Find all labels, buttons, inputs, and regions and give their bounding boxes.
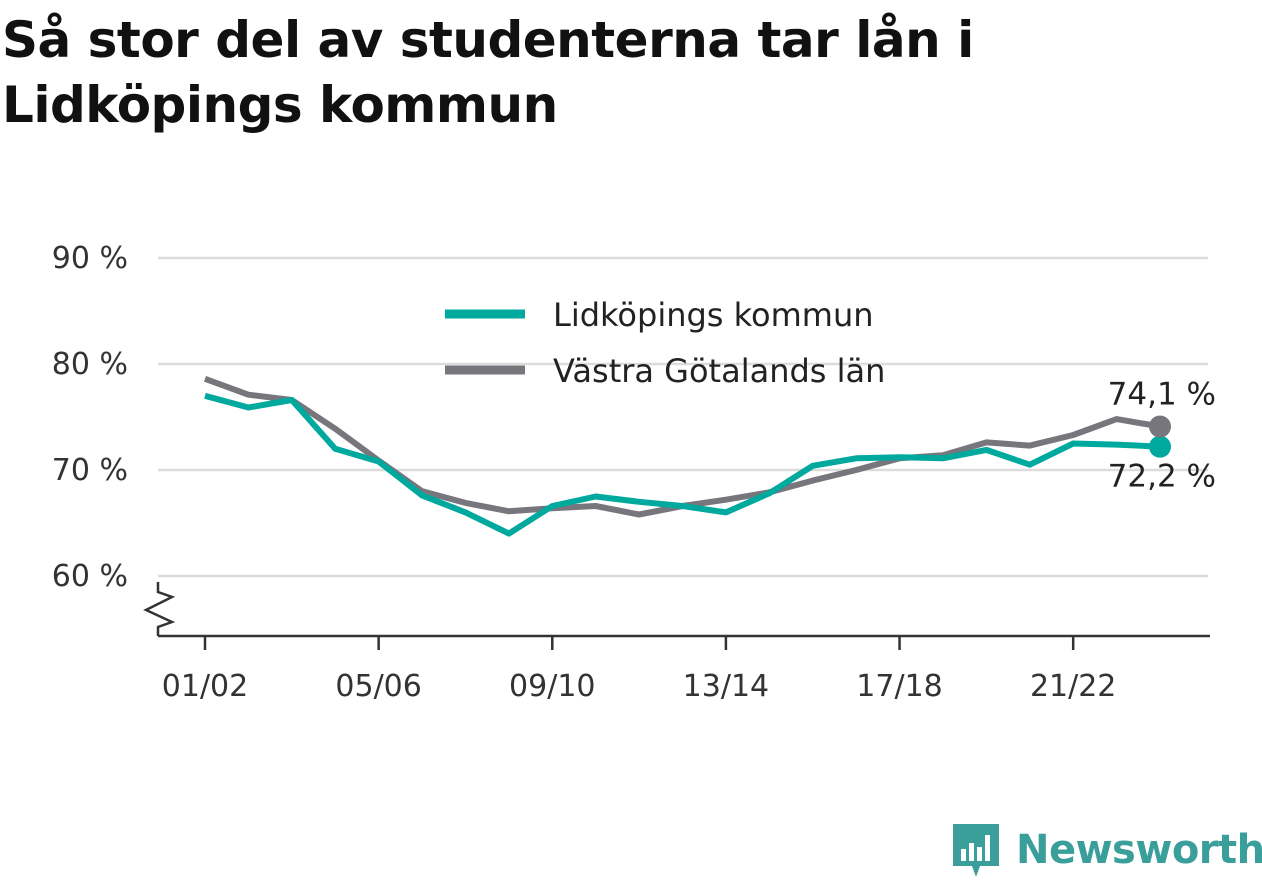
- x-tick-label: 21/22: [1030, 669, 1116, 704]
- x-tick-label: 09/10: [509, 669, 595, 704]
- newsworthy-chart-icon: [953, 824, 999, 877]
- brand: Newsworthy: [950, 820, 1262, 880]
- series-lines: [203, 375, 1161, 537]
- y-tick-label: 90 %: [52, 241, 128, 276]
- y-axis-ticks: 60 % 70 % 80 % 90 %: [52, 241, 128, 594]
- x-tick-label: 17/18: [856, 669, 942, 704]
- brand-name: Newsworthy: [1016, 827, 1262, 873]
- x-tick-label: 05/06: [335, 669, 421, 704]
- series-end-point: [1149, 435, 1171, 458]
- x-tick-label: 01/02: [162, 669, 248, 704]
- end-value-label: 72,2 %: [1108, 459, 1216, 495]
- y-axis-break: [143, 582, 176, 636]
- legend: Lidköpings kommun Västra Götalands län: [445, 296, 885, 390]
- legend-label: Lidköpings kommun: [553, 296, 874, 334]
- x-axis-ticks: 01/02 05/06 09/10 13/14 17/18 21/22: [162, 636, 1116, 704]
- end-value-label: 74,1 %: [1108, 377, 1216, 413]
- legend-label: Västra Götalands län: [553, 352, 885, 390]
- x-tick-label: 13/14: [683, 669, 769, 704]
- y-tick-label: 70 %: [52, 453, 128, 488]
- end-labels: 74,1 % 72,2 %: [1108, 377, 1216, 495]
- series-line: [203, 375, 1161, 518]
- y-tick-label: 60 %: [52, 559, 128, 594]
- y-tick-label: 80 %: [52, 347, 128, 382]
- gridlines: [158, 256, 1208, 578]
- series-end-point: [1149, 415, 1171, 438]
- chart-title: Så stor del av studenterna tar lån i Lid…: [2, 11, 974, 134]
- series-line: [204, 392, 1161, 537]
- x-axis: [143, 582, 1210, 638]
